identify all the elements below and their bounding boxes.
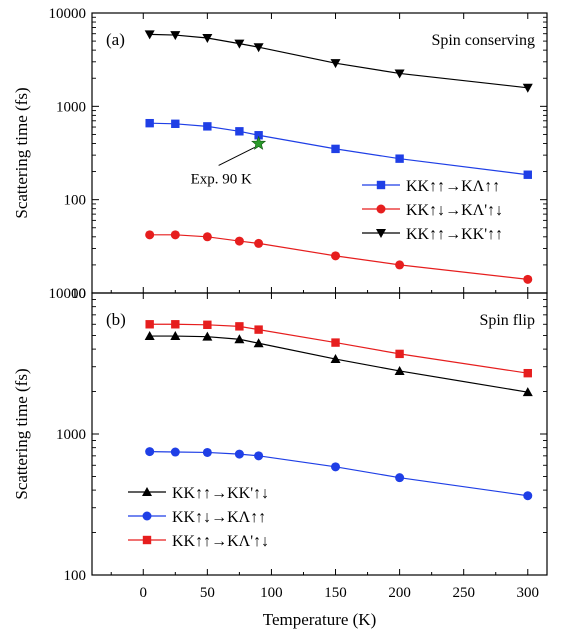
data-point	[235, 127, 244, 136]
legend-entry: KK↑↑→KK'↑↓	[172, 485, 269, 502]
data-point	[330, 59, 341, 69]
legend-marker	[376, 180, 386, 190]
data-point	[395, 473, 405, 483]
legend-marker	[142, 487, 152, 496]
series-line	[149, 335, 528, 393]
data-point	[235, 322, 244, 331]
series-line	[149, 33, 528, 89]
legend-entry: KK↑↓→KΛ↑↑	[172, 509, 266, 526]
panel-title: Spin conserving	[431, 32, 535, 49]
experiment-star	[251, 135, 267, 150]
data-point	[394, 365, 405, 375]
data-point	[522, 387, 533, 397]
legend-marker	[376, 229, 386, 238]
data-point	[394, 69, 405, 79]
data-point	[202, 331, 213, 341]
plot-frame	[91, 12, 548, 294]
plot-frame	[91, 292, 548, 576]
data-point	[522, 83, 533, 93]
series-line	[149, 122, 528, 176]
data-point	[331, 144, 340, 154]
data-point	[523, 368, 532, 378]
data-point	[523, 170, 532, 179]
panel-title: Spin flip	[479, 312, 535, 329]
data-point	[523, 274, 533, 284]
legend-marker	[376, 204, 386, 214]
y-tick-label: 1000	[56, 99, 86, 115]
series-line	[149, 234, 528, 280]
data-point	[234, 39, 245, 49]
y-tick-label: 100	[64, 568, 87, 584]
legend-entry: KK↑↑→KK'↑↑	[406, 226, 503, 243]
data-point	[202, 33, 213, 43]
data-point	[170, 447, 180, 457]
data-point	[395, 349, 404, 359]
data-point	[202, 232, 212, 242]
data-point	[170, 331, 181, 341]
data-point	[331, 462, 341, 472]
data-point	[203, 122, 212, 131]
panel-label: (a)	[106, 30, 125, 49]
x-tick-label: 100	[260, 585, 283, 601]
x-axis-label: Temperature (K)	[263, 610, 377, 629]
data-point	[145, 230, 155, 240]
data-point	[330, 354, 341, 364]
data-point	[253, 338, 264, 348]
data-point	[145, 118, 154, 128]
legend-entry: KK↑↑→KΛ↑↑	[406, 178, 500, 195]
data-point	[171, 320, 180, 329]
x-tick-label: 150	[324, 585, 347, 601]
data-point	[254, 238, 264, 248]
series-line	[149, 451, 528, 497]
data-point	[331, 338, 340, 347]
y-tick-label: 10000	[49, 286, 87, 302]
data-point	[144, 331, 155, 341]
data-point	[254, 131, 263, 140]
legend-entry: KK↑↑→KΛ'↑↓	[172, 533, 269, 550]
data-point	[254, 325, 263, 334]
x-tick-label: 200	[388, 585, 411, 601]
data-point	[234, 236, 244, 246]
data-point	[254, 451, 264, 461]
y-axis-label-top: Scattering time (fs)	[12, 87, 31, 218]
annotation-label: Exp. 90 K	[191, 171, 252, 187]
data-point	[234, 449, 244, 459]
data-point	[170, 230, 180, 240]
x-tick-label: 0	[140, 585, 148, 601]
y-tick-label: 100	[64, 193, 87, 209]
panel-label: (b)	[106, 310, 126, 329]
x-tick-label: 50	[200, 585, 215, 601]
data-point	[203, 320, 212, 329]
data-point	[145, 447, 155, 457]
legend-entry: KK↑↓→KΛ'↑↓	[406, 202, 503, 219]
y-tick-label: 10000	[49, 6, 87, 22]
data-point	[170, 31, 181, 41]
data-point	[253, 43, 264, 53]
legend-marker	[142, 511, 152, 521]
data-point	[395, 260, 405, 270]
x-tick-label: 300	[517, 585, 540, 601]
y-tick-label: 1000	[56, 427, 86, 443]
y-tick-label: 10	[71, 286, 86, 302]
data-point	[144, 30, 155, 40]
data-point	[331, 251, 341, 261]
series-line	[149, 323, 528, 374]
y-axis-label-bottom: Scattering time (fs)	[12, 368, 31, 499]
data-point	[234, 334, 245, 344]
data-point	[145, 320, 154, 329]
data-point	[171, 119, 180, 128]
x-tick-label: 250	[452, 585, 475, 601]
data-point	[395, 154, 404, 163]
data-point	[202, 447, 212, 457]
annotation-arrow	[218, 147, 255, 166]
data-point	[523, 491, 533, 501]
legend-marker	[142, 535, 152, 545]
